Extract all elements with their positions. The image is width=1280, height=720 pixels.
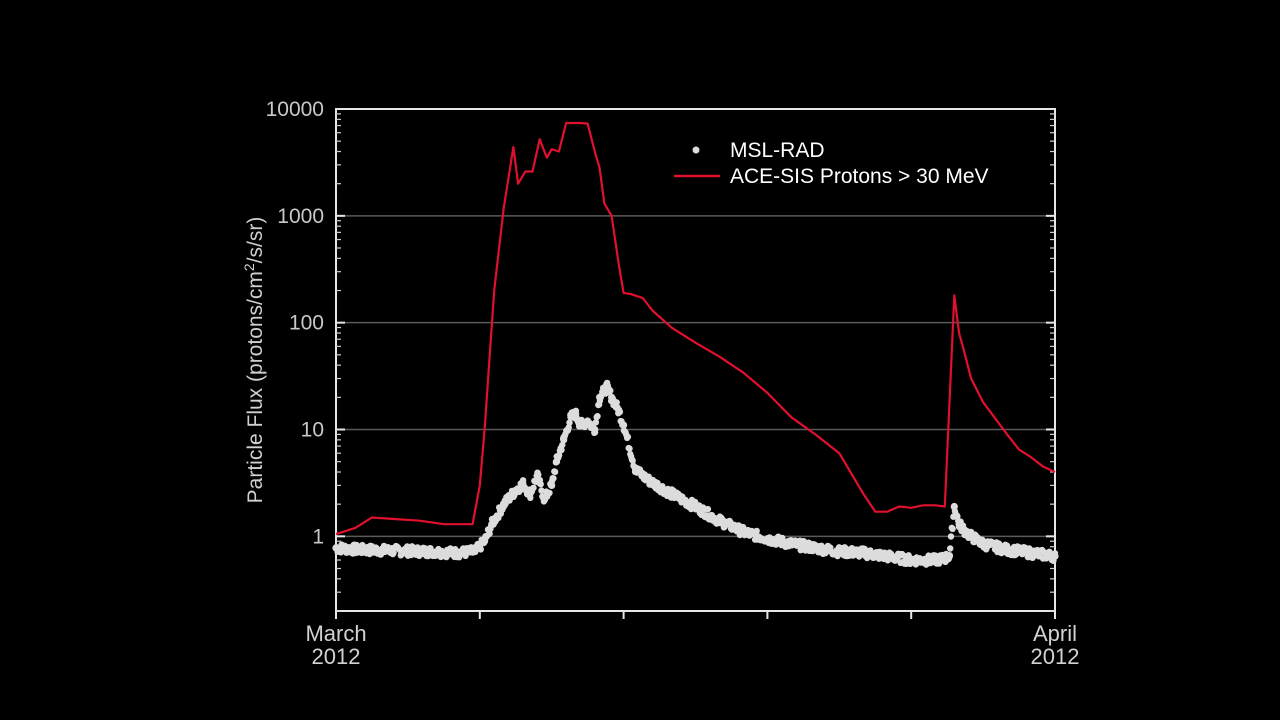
data-point bbox=[620, 421, 628, 429]
data-point bbox=[949, 525, 956, 532]
data-point bbox=[704, 505, 712, 513]
data-point bbox=[550, 475, 557, 482]
legend-label-ace-sis: ACE-SIS Protons > 30 MeV bbox=[730, 165, 989, 188]
data-point bbox=[390, 549, 397, 556]
data-point bbox=[626, 445, 633, 452]
data-point bbox=[332, 544, 340, 552]
data-point bbox=[471, 548, 479, 556]
y-tick-label-1: 1 bbox=[312, 525, 324, 548]
y-axis-title: Particle Flux (protons/cm2/s/sr) bbox=[241, 217, 267, 504]
data-point bbox=[1027, 549, 1035, 557]
data-point bbox=[566, 419, 573, 426]
data-point bbox=[960, 526, 968, 534]
data-point bbox=[540, 496, 549, 504]
data-point bbox=[512, 486, 520, 494]
data-point bbox=[835, 548, 843, 556]
data-point bbox=[883, 552, 891, 560]
x-tick-label-year: 2012 bbox=[1031, 644, 1080, 669]
data-point bbox=[613, 399, 620, 406]
data-point bbox=[979, 540, 987, 548]
data-point bbox=[608, 393, 616, 401]
grid-lines bbox=[336, 215, 1055, 538]
data-point bbox=[753, 527, 760, 535]
data-point bbox=[592, 419, 600, 426]
data-point bbox=[950, 502, 958, 511]
data-point bbox=[615, 407, 623, 415]
data-point bbox=[559, 441, 566, 449]
data-point bbox=[947, 533, 955, 540]
data-point bbox=[546, 489, 553, 497]
data-point bbox=[763, 535, 772, 543]
data-point bbox=[404, 547, 412, 555]
data-point bbox=[931, 556, 939, 564]
data-point bbox=[603, 383, 611, 391]
data-point bbox=[530, 484, 537, 491]
data-point bbox=[955, 520, 963, 528]
data-point bbox=[907, 556, 915, 564]
data-point bbox=[537, 481, 544, 488]
data-point bbox=[967, 532, 975, 540]
data-point bbox=[584, 417, 592, 425]
data-point bbox=[533, 472, 541, 480]
data-point bbox=[500, 500, 508, 508]
y-tick-label-100: 100 bbox=[289, 312, 324, 335]
minor-ticks bbox=[336, 113, 1055, 612]
data-point bbox=[624, 433, 632, 441]
series-points-msl-rad bbox=[332, 379, 1059, 568]
data-point bbox=[594, 413, 601, 420]
data-point bbox=[488, 520, 496, 528]
data-point bbox=[551, 468, 559, 476]
data-point bbox=[565, 424, 572, 431]
data-point bbox=[519, 480, 527, 488]
x-tick-label-year: 2012 bbox=[312, 644, 361, 669]
data-point bbox=[538, 487, 545, 494]
y-tick-label-10000: 10000 bbox=[266, 98, 324, 121]
legend: MSL-RAD ACE-SIS Protons > 30 MeV bbox=[674, 139, 989, 188]
data-point bbox=[591, 425, 599, 434]
data-point bbox=[572, 410, 580, 418]
legend-marker-msl-rad bbox=[692, 146, 700, 154]
plot-frame bbox=[335, 108, 1056, 612]
data-point bbox=[632, 466, 640, 474]
data-point bbox=[526, 490, 534, 498]
series-line-ace-sis bbox=[335, 121, 1056, 536]
data-point bbox=[548, 481, 556, 489]
series-layer bbox=[332, 121, 1059, 568]
data-point bbox=[558, 446, 565, 454]
legend-label-msl-rad: MSL-RAD bbox=[730, 139, 825, 162]
data-point bbox=[787, 540, 796, 548]
data-point bbox=[477, 546, 484, 553]
data-point bbox=[481, 537, 489, 545]
x-tick-label-march: March bbox=[305, 621, 366, 646]
data-point bbox=[486, 530, 493, 537]
y-tick-label-10: 10 bbox=[301, 418, 324, 441]
data-point bbox=[1003, 546, 1011, 554]
y-tick-label-1000: 1000 bbox=[277, 205, 324, 228]
data-point bbox=[576, 421, 585, 429]
data-point bbox=[452, 549, 460, 557]
data-point bbox=[945, 552, 954, 560]
data-point bbox=[356, 546, 364, 554]
data-point bbox=[715, 517, 724, 525]
data-point bbox=[428, 548, 436, 556]
data-point bbox=[644, 475, 652, 484]
data-point bbox=[691, 502, 700, 511]
y-axis-ticks: 10000 1000 100 10 1 bbox=[266, 98, 1055, 548]
data-point bbox=[552, 458, 561, 466]
data-point bbox=[629, 457, 636, 464]
data-point bbox=[739, 528, 748, 536]
data-point bbox=[859, 549, 867, 557]
data-point bbox=[811, 544, 819, 552]
data-point bbox=[667, 490, 676, 498]
data-point bbox=[947, 545, 954, 552]
data-point bbox=[380, 546, 388, 554]
data-point bbox=[1051, 552, 1059, 560]
data-point bbox=[560, 436, 568, 444]
data-point bbox=[596, 393, 604, 401]
x-tick-label-april: April bbox=[1033, 621, 1077, 646]
